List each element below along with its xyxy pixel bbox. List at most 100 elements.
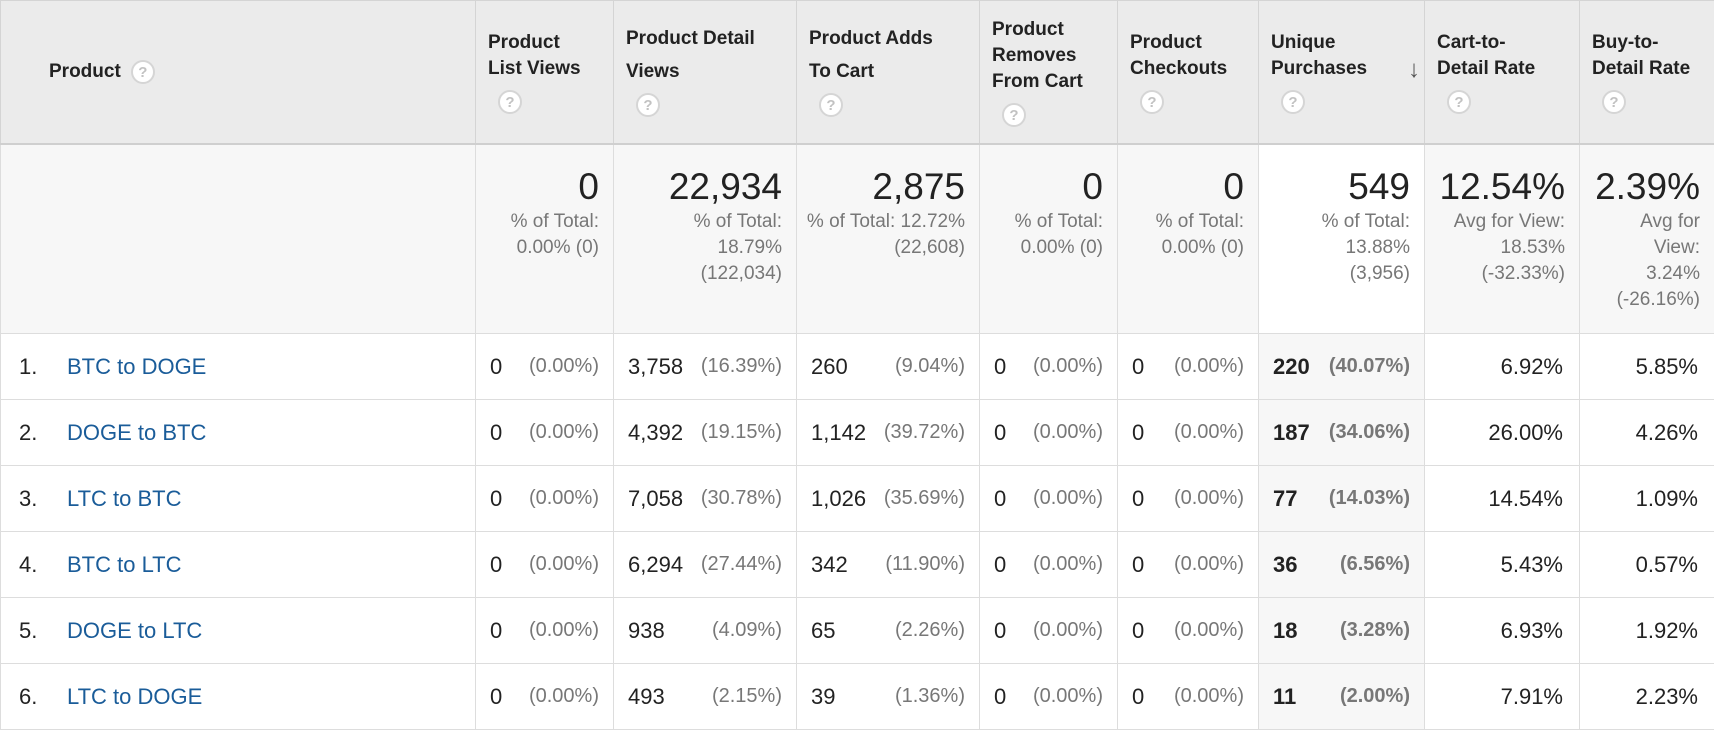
product-checkouts-cell: 0 (0.00%) — [1118, 532, 1259, 598]
cell-value: 493 — [628, 684, 665, 710]
row-number: 6. — [19, 684, 67, 710]
cell-value: 1,026 — [811, 486, 866, 512]
cart-to-detail-rate-cell: 26.00% — [1425, 400, 1580, 466]
cart-to-detail-rate-cell: 6.92% — [1425, 334, 1580, 400]
col-header-product[interactable]: Product? — [1, 1, 476, 144]
product-list-views-cell: 0(0.00%) — [476, 334, 614, 400]
help-icon[interactable]: ? — [636, 93, 660, 117]
col-label: Cart-to-Detail Rate — [1437, 30, 1547, 82]
total-product-list-views: 0 % of Total: 0.00% (0) — [476, 144, 614, 334]
col-header-unique-purchases[interactable]: Unique Purchases? ↓ — [1259, 1, 1425, 144]
col-header-product-detail-views[interactable]: Product Detail Views? — [614, 1, 797, 144]
cell-value: 0 — [1132, 354, 1144, 380]
cell-value: 0 — [994, 354, 1006, 380]
help-icon[interactable]: ? — [1140, 90, 1164, 114]
total-value: 0 — [476, 145, 613, 209]
product-adds-to-cart-cell: 1,026(35.69%) — [797, 466, 980, 532]
table-row: 4.BTC to LTC 0(0.00%) 6,294(27.44%) 342(… — [1, 532, 1714, 598]
col-label: Product Removes From Cart — [992, 17, 1092, 95]
cell-value: 0 — [994, 618, 1006, 644]
col-header-product-list-views[interactable]: Product List Views? — [476, 1, 614, 144]
cell-percent: (0.00%) — [1033, 619, 1103, 642]
cell-value: 3,758 — [628, 354, 683, 380]
product-adds-to-cart-cell: 342 (11.90%) — [797, 532, 980, 598]
cell-percent: (0.00%) — [1033, 487, 1103, 510]
col-header-buy-to-detail-rate[interactable]: Buy-to-Detail Rate? — [1580, 1, 1714, 144]
col-label: Unique Purchases — [1271, 30, 1371, 82]
cart-to-detail-rate-cell: 6.93% — [1425, 598, 1580, 664]
help-icon[interactable]: ? — [131, 60, 155, 84]
total-value: 12.54% — [1425, 145, 1579, 209]
sort-descending-icon[interactable]: ↓ — [1408, 57, 1420, 83]
product-link[interactable]: LTC to DOGE — [67, 684, 202, 709]
product-link[interactable]: BTC to LTC — [67, 552, 182, 577]
product-checkouts-cell: 0(0.00%) — [1118, 466, 1259, 532]
total-subtext: % of Total: 12.72% (22,608) — [797, 209, 979, 261]
help-icon[interactable]: ? — [498, 90, 522, 114]
total-product-adds-to-cart: 2,875 % of Total: 12.72% (22,608) — [797, 144, 980, 334]
product-removes-from-cart-cell: 0 (0.00%) — [980, 598, 1118, 664]
help-icon[interactable]: ? — [1447, 90, 1471, 114]
cell-value: 18 — [1273, 618, 1297, 644]
cell-percent: (11.90%) — [885, 553, 965, 576]
product-cell: 6.LTC to DOGE — [1, 664, 476, 730]
help-icon[interactable]: ? — [1602, 90, 1626, 114]
cell-value: 0 — [1132, 486, 1144, 512]
total-subtext: % of Total: 13.88% (3,956) — [1259, 209, 1424, 287]
col-header-product-removes-from-cart[interactable]: Product Removes From Cart? — [980, 1, 1118, 144]
cell-value: 342 — [811, 552, 848, 578]
col-label: Product List Views — [488, 30, 588, 82]
cell-percent: (0.00%) — [529, 619, 599, 642]
product-link[interactable]: BTC to DOGE — [67, 354, 206, 379]
cell-percent: (0.00%) — [1174, 421, 1244, 444]
table-row: 3.LTC to BTC 0(0.00%) 7,058(30.78%) 1,02… — [1, 466, 1714, 532]
total-subtext: Avg for View: 18.53% (-32.33%) — [1425, 209, 1579, 287]
help-icon[interactable]: ? — [819, 93, 843, 117]
total-buy-to-detail-rate: 2.39% Avg for View: 3.24% (-26.16%) — [1580, 144, 1714, 334]
table-row: 6.LTC to DOGE 0(0.00%) 493(2.15%) 39(1.3… — [1, 664, 1714, 730]
product-adds-to-cart-cell: 260(9.04%) — [797, 334, 980, 400]
help-icon[interactable]: ? — [1281, 90, 1305, 114]
cell-percent: (39.72%) — [884, 421, 965, 444]
cell-percent: (0.00%) — [529, 421, 599, 444]
cell-percent: (4.09%) — [712, 619, 782, 642]
product-link[interactable]: LTC to BTC — [67, 486, 182, 511]
cell-value: 0 — [490, 552, 502, 578]
col-header-product-checkouts[interactable]: Product Checkouts? — [1118, 1, 1259, 144]
header-row: Product? Product List Views? Product Det… — [1, 1, 1714, 144]
col-header-product-adds-to-cart[interactable]: Product Adds To Cart? — [797, 1, 980, 144]
product-checkouts-cell: 0(0.00%) — [1118, 598, 1259, 664]
cart-to-detail-rate-cell: 7.91% — [1425, 664, 1580, 730]
cell-value: 0 — [490, 420, 502, 446]
cell-percent: (0.00%) — [1174, 553, 1244, 576]
cell-value: 220 — [1273, 354, 1310, 380]
buy-to-detail-rate-cell: 5.85% — [1580, 334, 1714, 400]
cell-percent: (16.39%) — [701, 355, 782, 378]
col-header-cart-to-detail-rate[interactable]: Cart-to-Detail Rate? — [1425, 1, 1580, 144]
cell-value: 0 — [1132, 552, 1144, 578]
cart-to-detail-rate-cell: 14.54% — [1425, 466, 1580, 532]
product-link[interactable]: DOGE to LTC — [67, 618, 202, 643]
cell-value: 4,392 — [628, 420, 683, 446]
cell-value: 187 — [1273, 420, 1310, 446]
product-cell: 3.LTC to BTC — [1, 466, 476, 532]
product-list-views-cell: 0(0.00%) — [476, 466, 614, 532]
product-list-views-cell: 0(0.00%) — [476, 598, 614, 664]
product-link[interactable]: DOGE to BTC — [67, 420, 206, 445]
total-value: 2,875 — [797, 145, 979, 209]
cell-percent: (2.00%) — [1340, 685, 1410, 708]
unique-purchases-cell: 11(2.00%) — [1259, 664, 1425, 730]
unique-purchases-cell: 77(14.03%) — [1259, 466, 1425, 532]
product-detail-views-cell: 938(4.09%) — [614, 598, 797, 664]
col-label: Product Checkouts — [1130, 30, 1240, 82]
cell-value: 1,142 — [811, 420, 866, 446]
product-checkouts-cell: 0(0.00%) — [1118, 664, 1259, 730]
total-product-removes-from-cart: 0 % of Total: 0.00% (0) — [980, 144, 1118, 334]
help-icon[interactable]: ? — [1002, 103, 1026, 127]
total-subtext: Avg for View: 3.24% (-26.16%) — [1580, 209, 1714, 313]
unique-purchases-cell: 36(6.56%) — [1259, 532, 1425, 598]
col-label: Product — [49, 61, 121, 82]
buy-to-detail-rate-cell: 0.57% — [1580, 532, 1714, 598]
total-value: 0 — [980, 145, 1117, 209]
row-number: 2. — [19, 420, 67, 446]
